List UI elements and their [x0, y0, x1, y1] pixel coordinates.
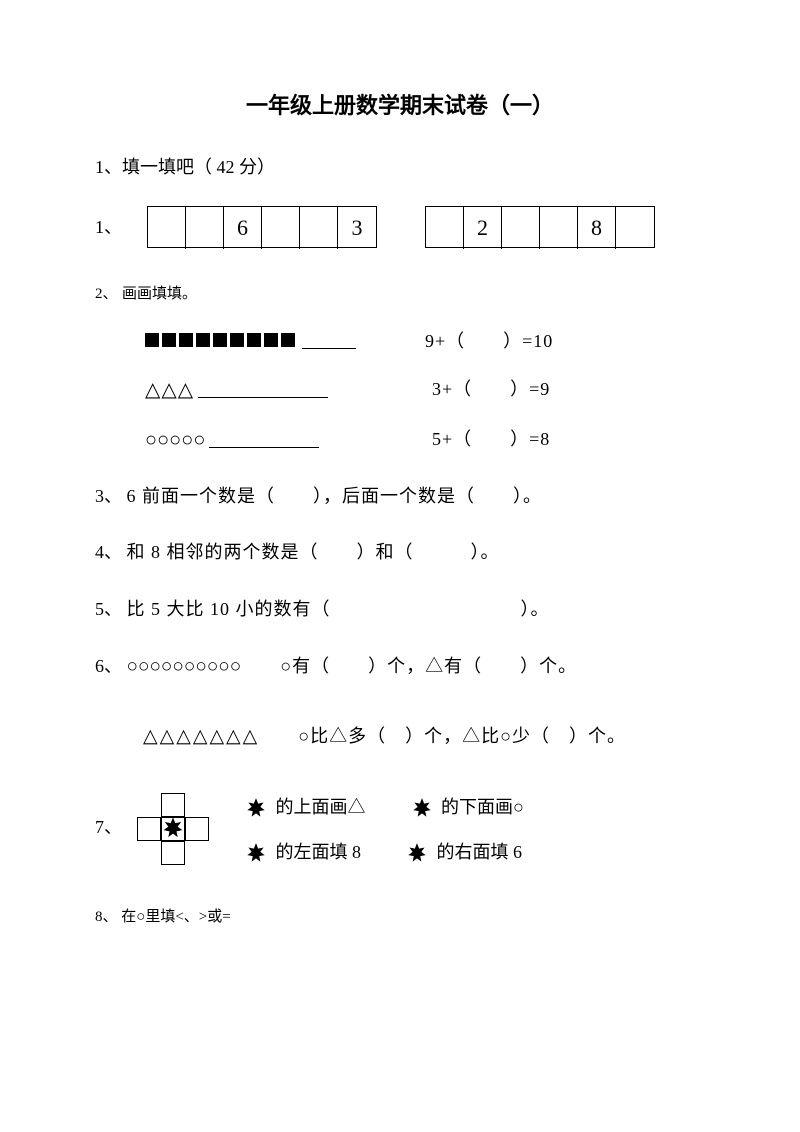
cross-cell-left: [137, 817, 161, 841]
star-icon: [243, 841, 269, 867]
q7-number: 7、: [95, 793, 131, 842]
q5-text: 比 5 大比 10 小的数有（ ）。: [127, 599, 550, 619]
filled-square-icon: [162, 333, 176, 347]
q6-circles: ○○○○○○○○○○: [127, 656, 242, 677]
q1-grid-1: 6 3: [147, 206, 377, 248]
q3-text: 6 前面一个数是（ ），后面一个数是（ ）。: [127, 486, 543, 506]
q7-row-1: 的上面画△ 的下面画○: [243, 793, 524, 822]
grid-cell: 6: [224, 207, 262, 249]
page-title: 一年级上册数学期末试卷（一）: [95, 88, 705, 123]
grid-cell: [300, 207, 338, 249]
section-1-header: 1、填一填吧（ 42 分）: [95, 153, 705, 182]
question-7: 7、 的上面画△ 的下面画○ 的左面填 8 的右面填 6: [95, 793, 705, 883]
filled-square-icon: [179, 333, 193, 347]
grid-cell: [186, 207, 224, 249]
question-6-line-2: △△△△△△△ ○比△多（ ）个，△比○少（ ）个。: [95, 722, 705, 752]
cross-cell-top: [161, 793, 185, 817]
q6-text-1: ○有（ ）个，△有（ ）个。: [280, 656, 577, 676]
filled-squares: [145, 327, 298, 356]
q5-number: 5、: [95, 599, 122, 619]
equation: 3+（ ）=9: [432, 375, 550, 404]
q3-number: 3、: [95, 486, 122, 506]
cross-cell-bottom: [161, 841, 185, 865]
q2-label: 画画填填。: [122, 286, 197, 302]
grid-cell: 3: [338, 207, 376, 249]
q2-number: 2、: [95, 286, 118, 302]
q8-number: 8、: [95, 909, 118, 925]
q7-instructions: 的上面画△ 的下面画○ 的左面填 8 的右面填 6: [243, 793, 524, 883]
filled-square-icon: [213, 333, 227, 347]
equation: 5+（ ）=8: [432, 425, 550, 454]
q1-grid-2: 2 8: [425, 206, 655, 248]
circles: ○○○○○: [145, 424, 205, 456]
filled-square-icon: [145, 333, 159, 347]
q4-number: 4、: [95, 542, 122, 562]
cross-diagram: [137, 793, 209, 865]
filled-square-icon: [264, 333, 278, 347]
q6-text-2: ○比△多（ ）个，△比○少（ ）个。: [298, 726, 626, 746]
star-icon: [404, 841, 430, 867]
q7-text-2b: 的右面填 6: [437, 842, 523, 862]
q2-row-1: 9+（ ）=10: [145, 327, 705, 356]
grid-cell: [540, 207, 578, 249]
grid-cell: [262, 207, 300, 249]
question-5: 5、 比 5 大比 10 小的数有（ ）。: [95, 595, 705, 624]
blank-line: [209, 432, 319, 448]
question-3: 3、 6 前面一个数是（ ），后面一个数是（ ）。: [95, 482, 705, 511]
q2-row-2: △△△ 3+（ ）=9: [145, 374, 705, 406]
q6-triangles: △△△△△△△: [143, 726, 259, 747]
grid-cell: 8: [578, 207, 616, 249]
grid-cell: [148, 207, 186, 249]
star-icon: [159, 815, 187, 843]
filled-square-icon: [247, 333, 261, 347]
q6-number: 6、: [95, 656, 122, 676]
filled-square-icon: [230, 333, 244, 347]
question-2-header: 2、 画画填填。: [95, 278, 705, 307]
equation: 9+（ ）=10: [425, 327, 553, 356]
filled-square-icon: [281, 333, 295, 347]
blank-line: [198, 382, 328, 398]
blank-line: [302, 333, 356, 349]
q4-text: 和 8 相邻的两个数是（ ）和（ ）。: [127, 542, 500, 562]
filled-square-icon: [196, 333, 210, 347]
grid-cell: [616, 207, 654, 249]
star-icon: [243, 796, 269, 822]
question-6-line-1: 6、 ○○○○○○○○○○ ○有（ ）个，△有（ ）个。: [95, 652, 705, 682]
cross-cell-right: [185, 817, 209, 841]
q7-text-1a: 的上面画△: [276, 797, 366, 817]
q1-number: 1、: [95, 213, 131, 242]
q2-row-3: ○○○○○ 5+（ ）=8: [145, 424, 705, 456]
grid-cell: [426, 207, 464, 249]
question-8: 8、 在○里填<、>或=: [95, 905, 705, 929]
q7-text-2a: 的左面填 8: [276, 842, 362, 862]
q2-shapes: 9+（ ）=10 △△△ 3+（ ）=9 ○○○○○ 5+（ ）=8: [145, 327, 705, 456]
triangles: △△△: [145, 374, 194, 406]
q8-text: 在○里填<、>或=: [121, 909, 230, 925]
grid-cell: 2: [464, 207, 502, 249]
q7-row-2: 的左面填 8 的右面填 6: [243, 838, 524, 867]
star-icon: [409, 796, 435, 822]
q7-text-1b: 的下面画○: [441, 797, 524, 817]
grid-cell: [502, 207, 540, 249]
question-1: 1、 6 3 2 8: [95, 206, 705, 248]
question-4: 4、 和 8 相邻的两个数是（ ）和（ ）。: [95, 538, 705, 567]
